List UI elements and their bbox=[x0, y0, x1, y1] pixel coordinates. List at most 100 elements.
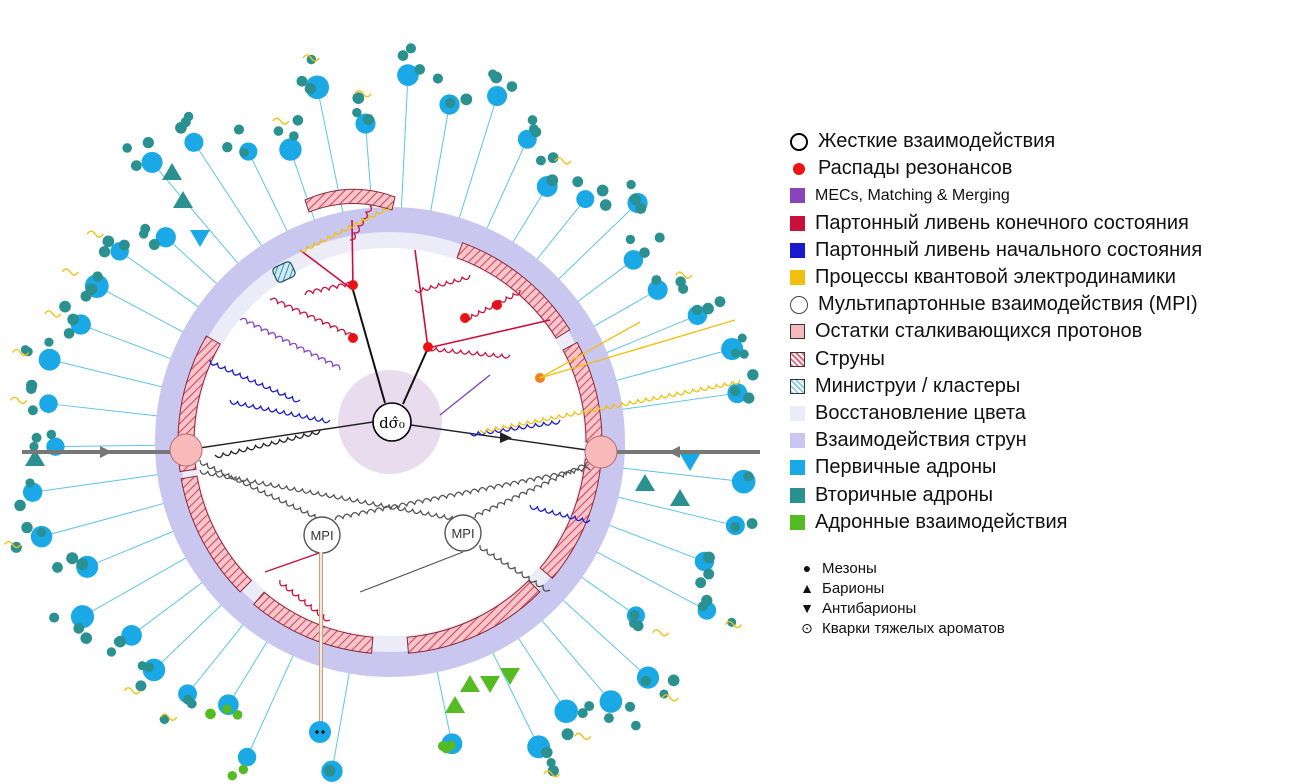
legend-shape-symbol-antibaryons: ▼ bbox=[800, 600, 814, 616]
legend-swatch-si bbox=[790, 433, 805, 449]
hadron-track bbox=[153, 601, 225, 671]
secondary-hadron bbox=[142, 137, 154, 149]
secondary-hadron bbox=[148, 239, 160, 250]
legend-label-mpi: Мультипартонные взаимодействия (MPI) bbox=[818, 293, 1198, 316]
secondary-hadron bbox=[36, 527, 47, 537]
isr-gluon bbox=[229, 399, 331, 424]
mpi-gluon bbox=[334, 466, 591, 521]
secondary-hadron bbox=[584, 701, 595, 712]
hadron-track bbox=[611, 348, 733, 383]
secondary-hadron bbox=[239, 147, 249, 158]
secondary-hadron bbox=[227, 770, 238, 781]
hadron-track bbox=[435, 667, 453, 744]
hadron-track bbox=[618, 467, 744, 483]
hadron-track bbox=[484, 139, 528, 233]
secondary-hadron bbox=[52, 562, 63, 573]
heavy-quark-dot bbox=[321, 730, 325, 734]
primary-hadron bbox=[647, 279, 668, 300]
hadron-track bbox=[48, 403, 162, 417]
qed-squiggle bbox=[479, 379, 741, 434]
legend-item-hard: Жесткие взаимодействия bbox=[790, 128, 1310, 155]
hadron-track bbox=[400, 75, 409, 213]
mpi-fsr bbox=[264, 551, 323, 573]
hadron-track bbox=[604, 523, 705, 562]
legend-swatch-fsr bbox=[790, 215, 805, 231]
secondary-hadron bbox=[113, 636, 124, 647]
hadron-track bbox=[331, 668, 351, 772]
hadron-track bbox=[602, 314, 698, 355]
legend-label-secondary: Вторичные адроны bbox=[815, 483, 994, 506]
legend-shape-symbol-heavy: ⊙ bbox=[801, 619, 813, 636]
secondary-hadron bbox=[599, 199, 612, 211]
secondary-hadron bbox=[397, 50, 409, 61]
secondary-hadron bbox=[130, 160, 142, 171]
photon-squiggle bbox=[354, 90, 372, 98]
secondary-hadron bbox=[547, 152, 559, 164]
qed-photon bbox=[539, 319, 736, 379]
hadron-track bbox=[510, 186, 548, 247]
photon-squiggle bbox=[44, 310, 62, 318]
secondary-hadron bbox=[362, 113, 375, 126]
legend-shape-label-mesons: Мезоны bbox=[822, 559, 877, 577]
fsr-gluon bbox=[269, 297, 354, 339]
legend-shape-antibaryons: ▼ Антибарионы bbox=[800, 598, 1005, 618]
secondary-hadron bbox=[25, 478, 35, 488]
secondary-hadron bbox=[135, 680, 147, 692]
secondary-hadron bbox=[697, 601, 708, 612]
legend-shape-label-antibaryons: Антибарионы bbox=[822, 599, 917, 617]
secondary-hadron bbox=[20, 345, 30, 355]
legend-item-isr: Партонный ливень начального состояния bbox=[790, 237, 1310, 264]
hadron-track bbox=[457, 95, 498, 223]
hadron-track bbox=[559, 596, 649, 678]
photon-squiggle bbox=[651, 629, 670, 637]
legend-swatch-qed bbox=[790, 270, 805, 286]
secondary-hadron bbox=[490, 71, 503, 84]
legend-swatch-strings bbox=[790, 351, 805, 367]
baryon bbox=[460, 675, 480, 692]
secondary-hadron bbox=[629, 193, 642, 205]
baryon bbox=[25, 449, 45, 466]
legend-item-si: Взаимодействия струн bbox=[790, 427, 1310, 454]
hadron-track bbox=[119, 250, 203, 310]
primary-hadron bbox=[599, 690, 623, 713]
event-generator-diagram: dσ̂₀ MPI MPI bbox=[4, 43, 760, 782]
hadron-track bbox=[187, 620, 247, 695]
legend-swatch-ministrings bbox=[790, 378, 805, 394]
secondary-hadron bbox=[730, 385, 741, 397]
secondary-hadron bbox=[205, 708, 216, 720]
legend-shape-mesons: ● Мезоны bbox=[800, 558, 1005, 578]
photon-squiggle bbox=[724, 620, 742, 629]
secondary-hadron bbox=[14, 499, 26, 512]
mpi-gluon bbox=[479, 544, 551, 592]
beam-remnant-right bbox=[584, 435, 618, 469]
fsr-line bbox=[414, 249, 429, 349]
secondary-hadron bbox=[63, 328, 75, 339]
secondary-hadron bbox=[432, 73, 443, 84]
legend-item-qed: Процессы квантовой электродинамики bbox=[790, 264, 1310, 291]
secondary-hadron bbox=[46, 429, 57, 440]
hadron-track bbox=[247, 151, 290, 236]
secondary-hadron bbox=[73, 623, 85, 634]
legend-label-primary: Первичные адроны bbox=[815, 456, 997, 479]
legend-item-strings: Струны bbox=[790, 346, 1310, 373]
hadron-track bbox=[82, 555, 191, 618]
secondary-hadron bbox=[222, 704, 232, 714]
mpi-circle-2 bbox=[444, 514, 482, 552]
hadron-track bbox=[555, 202, 638, 283]
secondary-hadron bbox=[292, 114, 304, 126]
legend-item-cr: Восстановление цвета bbox=[790, 400, 1310, 427]
primary-hadron bbox=[22, 482, 43, 502]
ministring-cluster bbox=[272, 261, 296, 283]
secondary-hadron bbox=[80, 290, 92, 302]
legend-swatch-isr bbox=[790, 242, 805, 258]
secondary-hadron bbox=[460, 93, 473, 106]
secondary-hadron bbox=[625, 234, 636, 245]
primary-hadron bbox=[487, 85, 508, 107]
secondary-hadron bbox=[137, 661, 147, 671]
hadron-track bbox=[490, 648, 540, 748]
primary-hadron bbox=[70, 605, 95, 629]
secondary-hadron bbox=[76, 558, 89, 571]
fsr-gluon bbox=[304, 281, 354, 296]
secondary-hadron bbox=[27, 405, 38, 416]
secondary-hadron bbox=[530, 126, 542, 138]
